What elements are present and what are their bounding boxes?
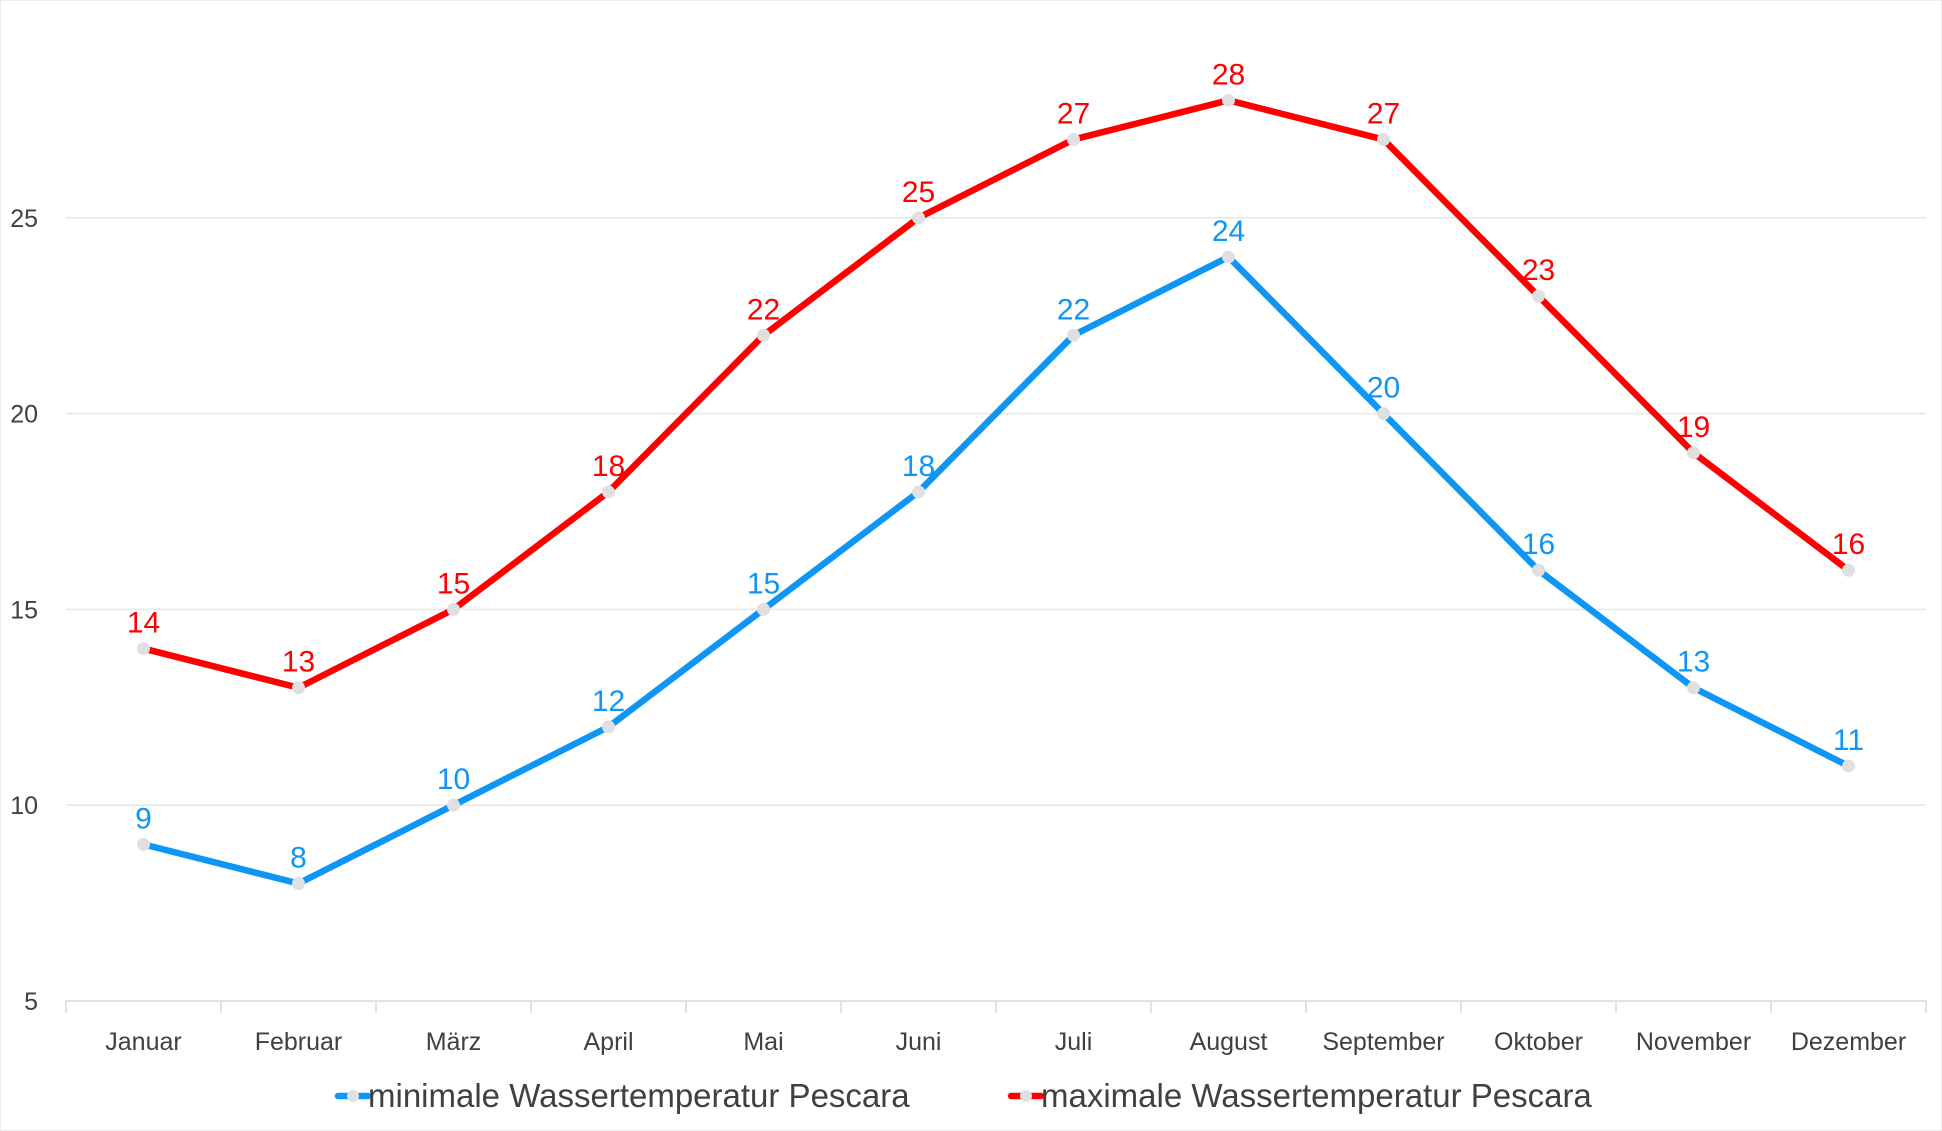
data-label: 15 bbox=[437, 567, 470, 600]
series-lines bbox=[140, 97, 1852, 887]
x-tick-label: August bbox=[1190, 1028, 1268, 1056]
data-point bbox=[757, 602, 770, 616]
x-tick-label: September bbox=[1322, 1028, 1444, 1056]
data-label: 12 bbox=[592, 685, 625, 718]
data-label: 20 bbox=[1367, 372, 1400, 405]
data-point bbox=[1067, 132, 1080, 146]
data-label: 25 bbox=[902, 176, 935, 209]
data-point bbox=[137, 642, 150, 656]
y-tick-label: 15 bbox=[10, 596, 38, 624]
data-label: 18 bbox=[592, 450, 625, 483]
x-tick-label: November bbox=[1636, 1028, 1751, 1056]
x-tick-label: April bbox=[583, 1028, 633, 1056]
x-tick-label: Oktober bbox=[1494, 1028, 1583, 1056]
x-axis bbox=[65, 1000, 1927, 1013]
legend: minimale Wassertemperatur Pescara maximal… bbox=[334, 1077, 1592, 1114]
data-point bbox=[137, 837, 150, 851]
data-point bbox=[1067, 328, 1080, 342]
data-label: 22 bbox=[1057, 293, 1090, 326]
data-point bbox=[292, 681, 305, 695]
y-tick-label: 25 bbox=[10, 205, 38, 233]
y-tick-label: 10 bbox=[10, 792, 38, 820]
data-point bbox=[912, 211, 925, 225]
data-label: 24 bbox=[1212, 215, 1245, 248]
data-label: 10 bbox=[437, 763, 470, 796]
data-label: 18 bbox=[902, 450, 935, 483]
legend-label: maximale Wassertemperatur Pescara bbox=[1041, 1077, 1592, 1114]
data-label: 16 bbox=[1522, 528, 1555, 561]
data-point bbox=[602, 720, 615, 734]
x-tick-label: Juni bbox=[896, 1028, 942, 1056]
series-line bbox=[140, 253, 1852, 887]
data-point bbox=[1377, 132, 1390, 146]
data-point bbox=[1842, 563, 1855, 577]
data-point bbox=[602, 485, 615, 499]
x-axis-ticks: Januar Februar März April Mai Juni Juli August S… bbox=[105, 1028, 1906, 1056]
x-tick-label: Januar bbox=[105, 1028, 181, 1056]
data-point bbox=[447, 798, 460, 812]
data-label: 13 bbox=[282, 646, 315, 679]
y-axis-ticks: 5 10 15 20 25 bbox=[10, 205, 38, 1016]
data-label: 27 bbox=[1367, 97, 1400, 130]
data-label: 23 bbox=[1522, 254, 1555, 287]
data-label: 14 bbox=[127, 607, 160, 640]
legend-marker bbox=[1020, 1090, 1032, 1102]
x-tick-label: Februar bbox=[255, 1028, 343, 1056]
x-tick-label: Dezember bbox=[1791, 1028, 1906, 1056]
data-label: 13 bbox=[1677, 646, 1710, 679]
data-label: 28 bbox=[1212, 58, 1245, 91]
series-line bbox=[140, 97, 1852, 691]
data-label: 22 bbox=[747, 293, 780, 326]
data-point bbox=[1687, 446, 1700, 460]
data-point bbox=[1687, 681, 1700, 695]
data-label: 19 bbox=[1677, 411, 1710, 444]
data-label: 27 bbox=[1057, 97, 1090, 130]
data-label: 11 bbox=[1833, 724, 1864, 757]
data-point bbox=[1532, 563, 1545, 577]
data-markers bbox=[137, 93, 1855, 891]
data-point bbox=[447, 602, 460, 616]
data-label: 9 bbox=[135, 802, 152, 835]
data-label: 15 bbox=[747, 567, 780, 600]
y-tick-label: 20 bbox=[10, 401, 38, 429]
x-tick-label: Mai bbox=[743, 1028, 783, 1056]
y-tick-label: 5 bbox=[24, 988, 38, 1016]
data-point bbox=[292, 877, 305, 891]
x-tick-label: März bbox=[426, 1028, 482, 1056]
data-labels: 9 8 10 12 15 18 22 24 20 16 13 11 14 13 15 18 22 25 27 28 27… bbox=[127, 58, 1865, 874]
data-point bbox=[1222, 250, 1235, 264]
data-label: 8 bbox=[290, 842, 307, 875]
data-label: 16 bbox=[1832, 528, 1865, 561]
data-point bbox=[1222, 93, 1235, 107]
x-tick-label: Juli bbox=[1055, 1028, 1093, 1056]
data-point bbox=[1842, 759, 1855, 773]
legend-marker bbox=[347, 1090, 359, 1102]
data-point bbox=[912, 485, 925, 499]
data-point bbox=[1377, 407, 1390, 421]
data-point bbox=[757, 328, 770, 342]
data-point bbox=[1532, 289, 1545, 303]
legend-label: minimale Wassertemperatur Pescara bbox=[368, 1077, 910, 1114]
